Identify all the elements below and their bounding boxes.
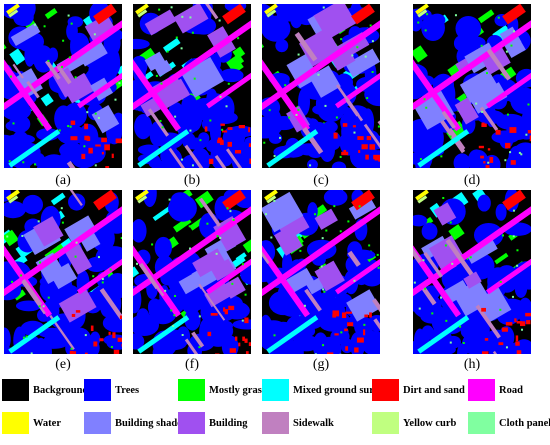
legend-label-mixed-ground-surface: Mixed ground surface bbox=[293, 384, 392, 396]
classification-map-g bbox=[262, 190, 380, 354]
legend-swatch-yellow-curb bbox=[372, 412, 399, 434]
legend-swatch-building bbox=[178, 412, 205, 434]
legend-item-background: Background bbox=[2, 379, 88, 401]
legend-label-road: Road bbox=[499, 384, 523, 396]
legend-item-mostly-grass: Mostly grass bbox=[178, 379, 266, 401]
legend-item-road: Road bbox=[468, 379, 523, 401]
panel-label-h: (h) bbox=[463, 357, 481, 372]
panel-label-e: (e) bbox=[55, 357, 71, 372]
legend-item-dirt-and-sand: Dirt and sand bbox=[372, 379, 465, 401]
legend-item-building-shadow: Building shadow bbox=[84, 412, 190, 434]
panel-label-f: (f) bbox=[185, 357, 199, 372]
legend-item-trees: Trees bbox=[84, 379, 139, 401]
classification-map-b bbox=[133, 4, 251, 168]
legend-item-mixed-ground-surface: Mixed ground surface bbox=[262, 379, 392, 401]
classification-map-f bbox=[133, 190, 251, 354]
legend-label-building: Building bbox=[209, 417, 248, 429]
panel-label-g: (g) bbox=[312, 357, 330, 372]
legend-item-water: Water bbox=[2, 412, 61, 434]
legend-label-sidewalk: Sidewalk bbox=[293, 417, 334, 429]
legend-item-yellow-curb: Yellow curb bbox=[372, 412, 456, 434]
legend-swatch-cloth-panels bbox=[468, 412, 495, 434]
legend-label-dirt-and-sand: Dirt and sand bbox=[403, 384, 465, 396]
legend-label-mostly-grass: Mostly grass bbox=[209, 384, 266, 396]
legend-label-trees: Trees bbox=[115, 384, 140, 396]
legend-label-yellow-curb: Yellow curb bbox=[403, 417, 457, 429]
legend-swatch-building-shadow bbox=[84, 412, 111, 434]
legend-item-cloth-panels: Cloth panels bbox=[468, 412, 550, 434]
legend-swatch-mixed-ground-surface bbox=[262, 379, 289, 401]
legend-swatch-water bbox=[2, 412, 29, 434]
classification-map-d bbox=[413, 4, 531, 168]
panel-label-b: (b) bbox=[183, 173, 201, 188]
legend-swatch-sidewalk bbox=[262, 412, 289, 434]
legend-label-building-shadow: Building shadow bbox=[115, 417, 190, 429]
legend-swatch-background bbox=[2, 379, 29, 401]
classification-map-h bbox=[413, 190, 531, 354]
legend-swatch-dirt-and-sand bbox=[372, 379, 399, 401]
panel-label-a: (a) bbox=[55, 173, 71, 188]
legend-swatch-mostly-grass bbox=[178, 379, 205, 401]
panel-label-d: (d) bbox=[463, 173, 481, 188]
legend-label-background: Background bbox=[33, 384, 89, 396]
classification-map-c bbox=[262, 4, 380, 168]
legend-swatch-road bbox=[468, 379, 495, 401]
classification-map-a bbox=[4, 4, 122, 168]
legend-label-water: Water bbox=[33, 417, 61, 429]
legend-label-cloth-panels: Cloth panels bbox=[499, 417, 550, 429]
legend-item-building: Building bbox=[178, 412, 248, 434]
classification-map-e bbox=[4, 190, 122, 354]
legend-swatch-trees bbox=[84, 379, 111, 401]
panel-label-c: (c) bbox=[313, 173, 329, 188]
legend-item-sidewalk: Sidewalk bbox=[262, 412, 334, 434]
